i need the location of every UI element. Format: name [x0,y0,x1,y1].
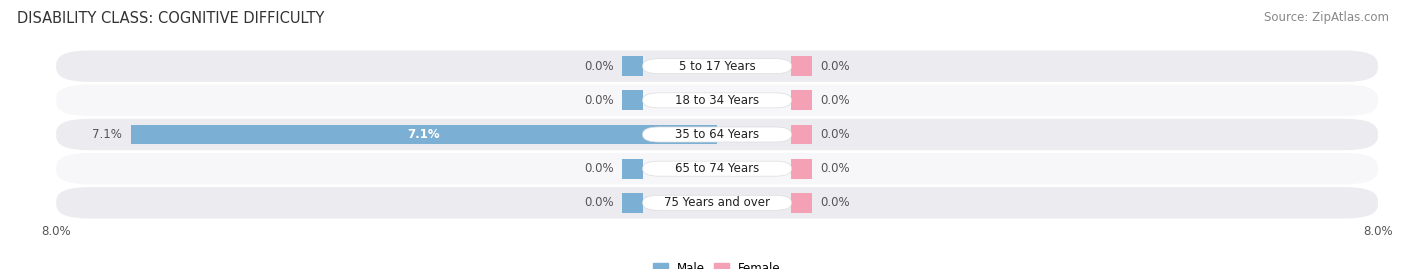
Bar [792,125,813,144]
Text: 0.0%: 0.0% [820,128,851,141]
Text: 0.0%: 0.0% [820,94,851,107]
FancyBboxPatch shape [56,119,1378,150]
Bar [792,90,813,110]
Bar [621,159,643,179]
Text: DISABILITY CLASS: COGNITIVE DIFFICULTY: DISABILITY CLASS: COGNITIVE DIFFICULTY [17,11,325,26]
Bar [621,56,643,76]
FancyBboxPatch shape [643,195,792,210]
Text: 0.0%: 0.0% [820,60,851,73]
Text: 7.1%: 7.1% [408,128,440,141]
Bar [131,125,717,144]
FancyBboxPatch shape [643,161,792,176]
Text: 0.0%: 0.0% [583,162,614,175]
Text: 0.0%: 0.0% [583,196,614,209]
FancyBboxPatch shape [643,59,792,74]
Text: Source: ZipAtlas.com: Source: ZipAtlas.com [1264,11,1389,24]
Text: 18 to 34 Years: 18 to 34 Years [675,94,759,107]
Text: 75 Years and over: 75 Years and over [664,196,770,209]
FancyBboxPatch shape [56,153,1378,184]
Text: 35 to 64 Years: 35 to 64 Years [675,128,759,141]
FancyBboxPatch shape [56,51,1378,82]
Bar [621,193,643,213]
Bar [792,193,813,213]
Bar [792,56,813,76]
Legend: Male, Female: Male, Female [648,258,786,269]
Text: 7.1%: 7.1% [93,128,122,141]
Bar [792,159,813,179]
Bar [621,90,643,110]
FancyBboxPatch shape [56,85,1378,116]
Text: 0.0%: 0.0% [820,196,851,209]
Text: 5 to 17 Years: 5 to 17 Years [679,60,755,73]
Text: 0.0%: 0.0% [820,162,851,175]
Text: 0.0%: 0.0% [583,94,614,107]
Text: 0.0%: 0.0% [583,60,614,73]
FancyBboxPatch shape [56,187,1378,218]
Text: 65 to 74 Years: 65 to 74 Years [675,162,759,175]
FancyBboxPatch shape [643,127,792,142]
FancyBboxPatch shape [643,93,792,108]
